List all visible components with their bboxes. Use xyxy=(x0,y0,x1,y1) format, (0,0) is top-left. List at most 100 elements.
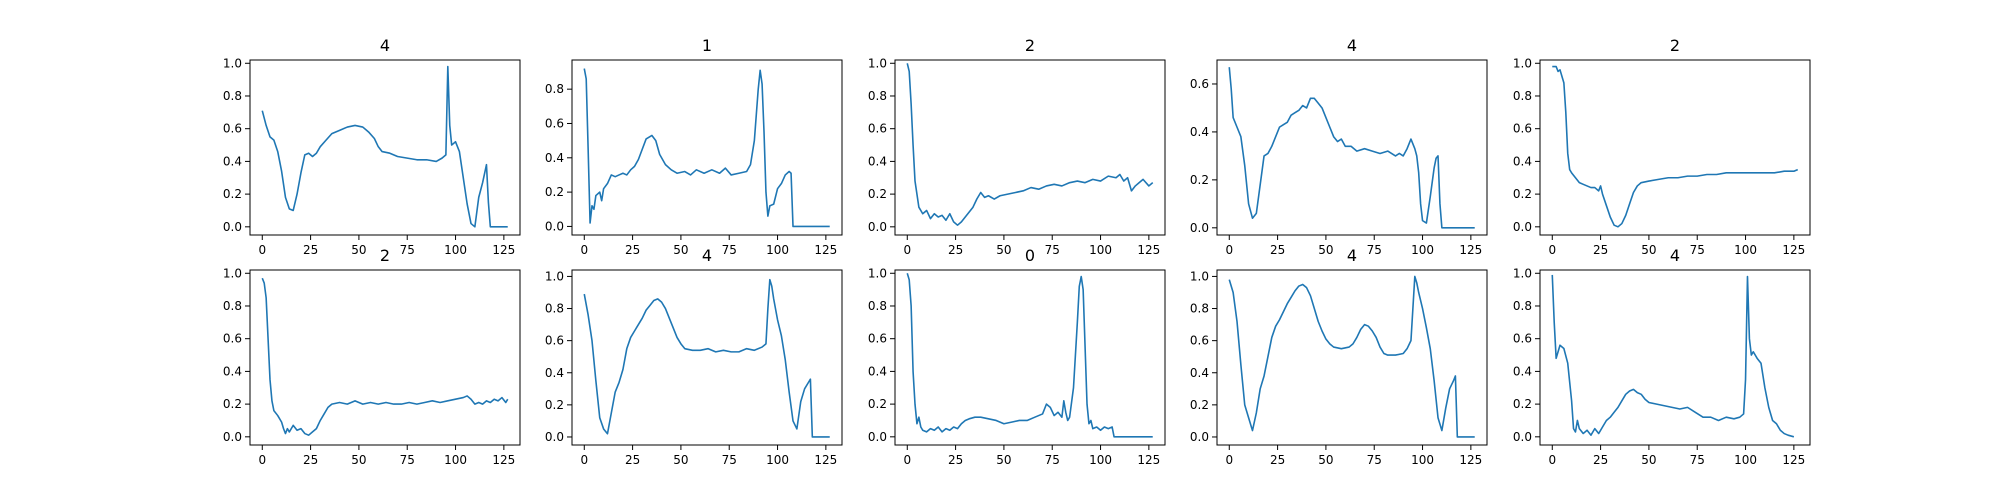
subplot-4-x-tick-label: 100 xyxy=(1411,243,1434,257)
subplot-1-y-tick-label: 0.4 xyxy=(223,154,242,168)
subplot-10-series-line xyxy=(1551,274,1795,438)
subplot-6-x-tick-label: 125 xyxy=(492,453,515,467)
subplot-1-x-tick-label: 25 xyxy=(303,243,318,257)
subplot-5-y-tick-label: 0.4 xyxy=(1513,154,1532,168)
subplot-4-title: 4 xyxy=(1347,36,1357,55)
subplot-9-y-tick-label: 0.6 xyxy=(1190,334,1209,348)
subplot-9-x-tick-label: 125 xyxy=(1459,453,1482,467)
subplot-8-y-tick-label: 1.0 xyxy=(868,266,887,280)
subplot-7-y-tick-label: 1.0 xyxy=(545,269,564,283)
subplot-8-x-tick-label: 75 xyxy=(1045,453,1060,467)
subplot-1-y-tick-label: 0.2 xyxy=(223,187,242,201)
subplot-8-series-line xyxy=(906,273,1153,438)
subplot-10-y-tick-label: 0.6 xyxy=(1513,332,1532,346)
subplot-6-series-line xyxy=(261,277,509,436)
subplot-10-axes-frame xyxy=(1539,269,1811,446)
subplot-7-x-tick-label: 125 xyxy=(814,453,837,467)
subplot-1-title: 4 xyxy=(380,36,390,55)
subplot-9-y-tick-label: 0.8 xyxy=(1190,302,1209,316)
subplot-9-series-line xyxy=(1228,275,1475,438)
subplot-8-x-tick-label: 125 xyxy=(1137,453,1160,467)
subplot-7-y-tick-label: 0.6 xyxy=(545,334,564,348)
subplot-5-series-line xyxy=(1552,65,1799,228)
subplot-10-x-tick-label: 100 xyxy=(1734,453,1757,467)
subplot-5-x-tick-label: 25 xyxy=(1593,243,1608,257)
subplot-7-y-tick-label: 0.0 xyxy=(545,430,564,444)
subplot-2-x-tick-label: 0 xyxy=(580,243,588,257)
subplot-10-y-tick-label: 0.2 xyxy=(1513,397,1532,411)
subplot-4-x-tick-label: 0 xyxy=(1225,243,1233,257)
subplot-1-y-tick-label: 0.6 xyxy=(223,122,242,136)
subplot-6-y-tick-label: 0.2 xyxy=(223,397,242,411)
subplot-6-x-tick-label: 0 xyxy=(258,453,266,467)
subplot-9-x-tick-label: 50 xyxy=(1318,453,1333,467)
subplot-5-x-tick-label: 75 xyxy=(1690,243,1705,257)
subplot-2-x-tick-label: 50 xyxy=(673,243,688,257)
subplot-7-x-tick-label: 0 xyxy=(580,453,588,467)
subplot-3-y-tick-label: 0.4 xyxy=(868,154,887,168)
subplot-1-y-tick-label: 0.8 xyxy=(223,89,242,103)
subplot-8-y-tick-label: 0.6 xyxy=(868,332,887,346)
subplot-10-y-tick-label: 0.8 xyxy=(1513,299,1532,313)
subplot-4-y-tick-label: 0.2 xyxy=(1190,173,1209,187)
subplot-4-y-tick-label: 0.0 xyxy=(1190,221,1209,235)
subplot-1-y-tick-label: 0.0 xyxy=(223,220,242,234)
subplot-8-y-tick-label: 0.4 xyxy=(868,364,887,378)
subplot-2-y-tick-label: 0.4 xyxy=(545,151,564,165)
subplot-3-y-tick-label: 0.8 xyxy=(868,89,887,103)
subplot-2-y-tick-label: 0.6 xyxy=(545,116,564,130)
subplot-5-y-tick-label: 0.0 xyxy=(1513,220,1532,234)
subplot-1-y-tick-label: 1.0 xyxy=(223,56,242,70)
subplot-2-y-tick-label: 0.0 xyxy=(545,219,564,233)
subplot-6-axes-frame xyxy=(249,269,521,446)
subplot-10-x-tick-label: 25 xyxy=(1593,453,1608,467)
subplot-10-y-tick-label: 0.4 xyxy=(1513,364,1532,378)
subplot-7-series-line xyxy=(583,278,830,438)
subplot-2-title: 1 xyxy=(702,36,712,55)
subplot-5-x-tick-label: 125 xyxy=(1782,243,1805,257)
subplot-6-y-tick-label: 0.8 xyxy=(223,299,242,313)
subplot-3-x-tick-label: 125 xyxy=(1137,243,1160,257)
subplot-2-x-tick-label: 100 xyxy=(766,243,789,257)
subplot-7-axes-frame xyxy=(571,269,843,446)
subplot-6-y-tick-label: 0.4 xyxy=(223,364,242,378)
subplot-8-x-tick-label: 100 xyxy=(1089,453,1112,467)
subplot-3-x-tick-label: 0 xyxy=(903,243,911,257)
subplot-7-x-tick-label: 100 xyxy=(766,453,789,467)
subplot-2-y-tick-label: 0.8 xyxy=(545,82,564,96)
subplot-9-x-tick-label: 0 xyxy=(1225,453,1233,467)
subplot-8-title: 0 xyxy=(1025,246,1035,265)
subplot-9-title: 4 xyxy=(1347,246,1357,265)
subplot-3-x-tick-label: 75 xyxy=(1045,243,1060,257)
subplot-1-x-tick-label: 125 xyxy=(492,243,515,257)
subplot-1-x-tick-label: 0 xyxy=(258,243,266,257)
subplot-3-y-tick-label: 0.0 xyxy=(868,220,887,234)
subplot-9-x-tick-label: 100 xyxy=(1411,453,1434,467)
subplot-2-x-tick-label: 125 xyxy=(814,243,837,257)
subplot-7-y-tick-label: 0.8 xyxy=(545,302,564,316)
subplot-2-x-tick-label: 75 xyxy=(722,243,737,257)
subplot-4-x-tick-label: 25 xyxy=(1270,243,1285,257)
subplot-4-series-line xyxy=(1228,67,1475,229)
subplot-7-x-tick-label: 25 xyxy=(625,453,640,467)
subplot-5-y-tick-label: 1.0 xyxy=(1513,56,1532,70)
subplot-10-title: 4 xyxy=(1670,246,1680,265)
subplot-9-y-tick-label: 0.4 xyxy=(1190,366,1209,380)
subplot-7-x-tick-label: 50 xyxy=(673,453,688,467)
subplot-6-y-tick-label: 0.6 xyxy=(223,332,242,346)
subplot-3-x-tick-label: 25 xyxy=(948,243,963,257)
subplot-6-y-tick-label: 1.0 xyxy=(223,266,242,280)
subplot-4-axes-frame xyxy=(1216,59,1488,236)
subplot-2-axes-frame xyxy=(571,59,843,236)
subplot-6-y-tick-label: 0.0 xyxy=(223,430,242,444)
subplot-5-x-tick-label: 50 xyxy=(1641,243,1656,257)
subplot-4-x-tick-label: 125 xyxy=(1459,243,1482,257)
subplot-1-series-line xyxy=(261,65,508,228)
subplot-8-axes-frame xyxy=(894,269,1166,446)
subplot-3-title: 2 xyxy=(1025,36,1035,55)
subplot-3-y-tick-label: 1.0 xyxy=(868,56,887,70)
subplot-3-y-tick-label: 0.6 xyxy=(868,122,887,136)
subplot-10-x-tick-label: 50 xyxy=(1641,453,1656,467)
subplot-10-x-tick-label: 125 xyxy=(1782,453,1805,467)
